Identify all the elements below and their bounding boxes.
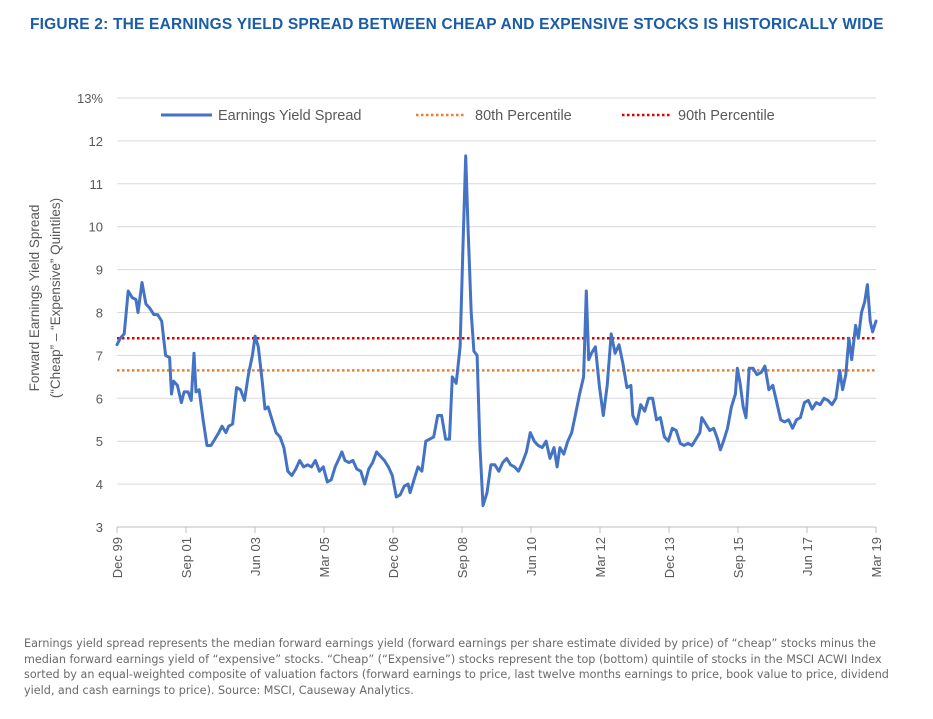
x-tick-label: Sep 08: [455, 537, 470, 578]
x-tick-label: Dec 99: [110, 537, 125, 578]
x-tick-label: Sep 01: [179, 537, 194, 578]
x-tick-label: Jun 17: [800, 537, 815, 576]
gridlines: [117, 97, 876, 485]
legend-label-p80: 80th Percentile: [475, 108, 572, 124]
line-chart: 3 4 5 6 7 8 9 10 11 12 13% Dec 99 Sep 01 Jun 03 Mar 0…: [27, 91, 884, 578]
x-tick-label: Mar 05: [317, 537, 332, 577]
x-tick-label: Mar 12: [593, 537, 608, 577]
x-tick-label: Dec 13: [662, 537, 677, 578]
legend-label-series: Earnings Yield Spread: [218, 108, 362, 124]
y-tick-label: 3: [96, 520, 103, 535]
y-tick-label: 5: [96, 434, 103, 449]
x-tick-label: Jun 10: [524, 537, 539, 576]
x-tick-label: Sep 15: [731, 537, 746, 578]
legend-label-p90: 90th Percentile: [678, 108, 775, 124]
x-tick-label: Dec 06: [386, 537, 401, 578]
y-tick-label: 4: [96, 477, 103, 492]
legend: Earnings Yield Spread 80th Percentile 90…: [161, 108, 775, 124]
y-tick-label: 13%: [77, 91, 103, 106]
series-layer: [115, 154, 878, 508]
y-tick-label: 12: [89, 134, 103, 149]
x-tick-label: Mar 19: [869, 537, 884, 577]
y-tick-label: 11: [90, 177, 104, 192]
series-line-earnings-yield-spread: [115, 154, 878, 508]
y-tick-label: 7: [96, 348, 103, 363]
note-text: Earnings yield spread represents the med…: [24, 637, 889, 697]
y-axis-label: Forward Earnings Yield Spread: [27, 205, 42, 392]
percentile-lines: [117, 336, 876, 372]
figure-title: FIGURE 2: THE EARNINGS YIELD SPREAD BETW…: [30, 16, 884, 33]
x-axis: Dec 99 Sep 01 Jun 03 Mar 05 Dec 06 Sep 08 Jun …: [110, 526, 884, 578]
y-tick-label: 6: [96, 391, 103, 406]
y-tick-label: 8: [96, 306, 103, 321]
figure-note: Earnings yield spread represents the med…: [24, 636, 914, 698]
y-tick-label: 9: [96, 263, 103, 278]
x-tick-label: Jun 03: [248, 537, 263, 576]
y-axis-sublabel: (“Cheap” – “Expensive” Quintiles): [48, 198, 63, 398]
y-tick-label: 10: [89, 220, 103, 235]
y-tick-labels: 3 4 5 6 7 8 9 10 11 12 13%: [77, 91, 103, 535]
